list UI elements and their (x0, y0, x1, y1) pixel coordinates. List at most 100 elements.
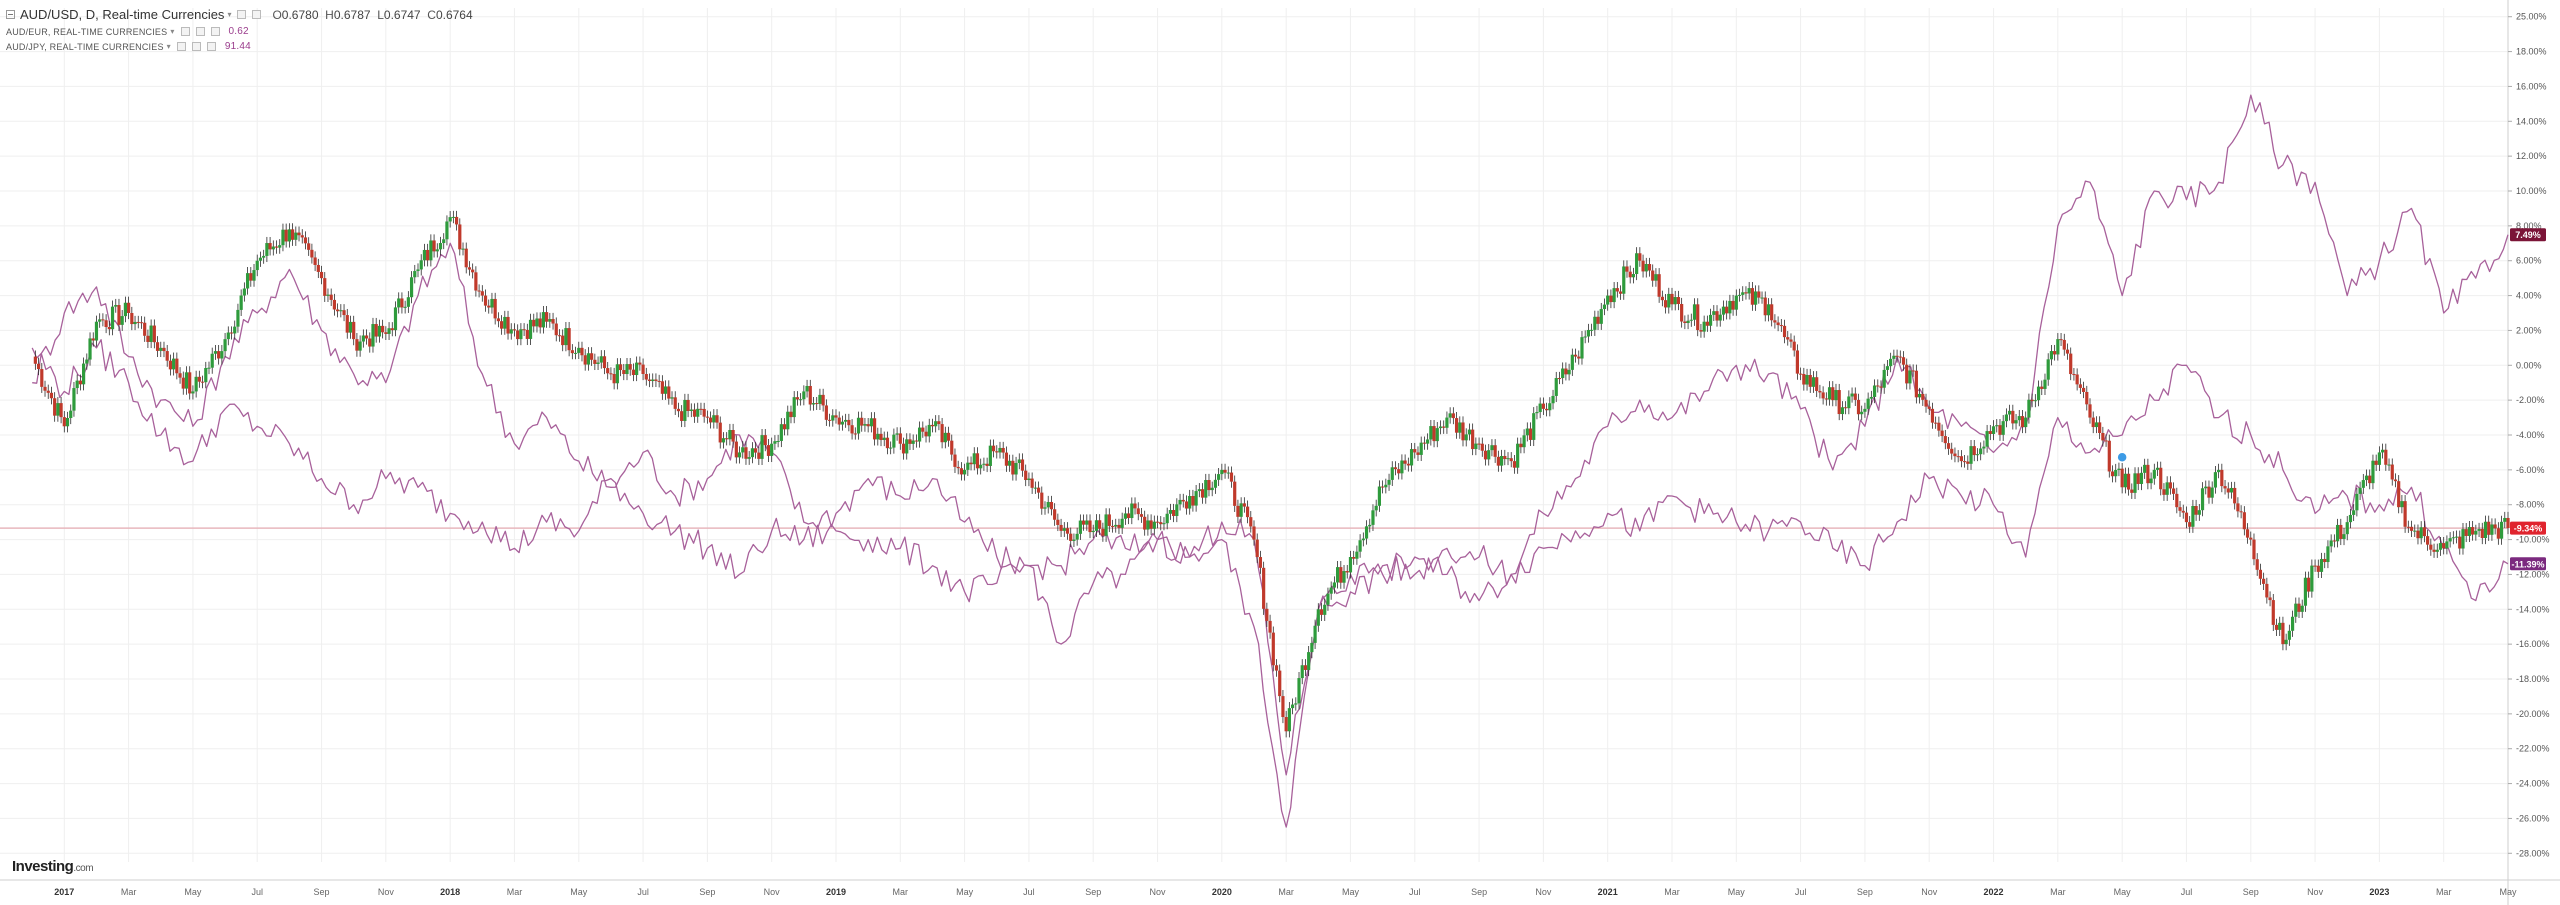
y-tick-label: -24.00% (2516, 779, 2550, 789)
candle-body (2474, 530, 2478, 535)
candle-body (291, 229, 295, 240)
candle-body (1242, 503, 1246, 507)
candle-body (474, 272, 478, 291)
x-tick-label: Nov (378, 887, 395, 897)
candle-body (217, 351, 221, 359)
candle-body (1747, 288, 1751, 294)
x-tick-label: 2018 (440, 887, 460, 897)
candle-body (1313, 625, 1317, 643)
symbol-title[interactable]: AUD/USD, D, Real-time Currencies (20, 7, 225, 22)
candle-body (1985, 431, 1989, 447)
series-line-aud-eur[interactable] (31, 339, 2509, 776)
settings-icon[interactable] (176, 42, 186, 51)
candle-body (1625, 266, 1629, 272)
chevron-down-icon[interactable]: ▾ (227, 10, 232, 19)
candle-body (1358, 540, 1362, 552)
hide-icon[interactable] (252, 10, 262, 19)
settings-icon[interactable] (237, 10, 247, 19)
chevron-down-icon[interactable]: ▾ (170, 27, 175, 36)
x-tick-label: May (570, 887, 588, 897)
candle-body (638, 362, 642, 365)
candle-body (258, 257, 263, 261)
candle-body (606, 368, 610, 374)
candle-body (795, 397, 800, 400)
candle-body (265, 243, 269, 256)
x-tick-label: Nov (764, 887, 781, 897)
candle-body (387, 328, 391, 334)
candle-body (2464, 529, 2468, 536)
price-badge (2510, 228, 2546, 242)
candle-body (506, 316, 510, 334)
candle-body (117, 305, 121, 325)
candle-body (692, 409, 697, 417)
candle-body (2133, 473, 2137, 493)
candle-body (1972, 446, 1976, 456)
candle-body (1409, 449, 1414, 466)
candle-body (1143, 516, 1147, 530)
candle-body (959, 468, 963, 475)
x-tick-label: 2019 (826, 887, 846, 897)
candle-body (1602, 304, 1607, 310)
candle-body (197, 376, 201, 382)
event-marker-icon[interactable] (2116, 451, 2128, 464)
candle-body (1519, 443, 1523, 448)
overlay-label-aud-eur[interactable]: AUD/EUR, REAL-TIME CURRENCIES (6, 26, 168, 37)
candle-body (895, 433, 899, 435)
candle-body (2184, 512, 2189, 523)
candle-body (1033, 487, 1037, 489)
y-tick-label: 14.00% (2516, 116, 2547, 126)
overlay-label-aud-jpy[interactable]: AUD/JPY, REAL-TIME CURRENCIES (6, 41, 164, 52)
candle-body (628, 364, 632, 370)
candle-body (641, 364, 645, 374)
y-tick-label: 18.00% (2516, 47, 2547, 57)
candle-body (110, 306, 115, 330)
candle-body (1586, 329, 1590, 337)
investing-logo[interactable]: Investing.com (12, 858, 94, 875)
candle-body (1307, 652, 1311, 670)
candle-body (181, 377, 185, 389)
candle-body (1040, 492, 1044, 509)
settings-icon[interactable] (180, 27, 190, 36)
candle-body (1081, 520, 1086, 525)
candle-body (2168, 482, 2172, 489)
candle-body (2300, 605, 2304, 612)
x-tick-label: Nov (1921, 887, 1938, 897)
hide-icon[interactable] (191, 42, 201, 51)
series-line-aud-jpy[interactable] (32, 94, 2509, 828)
candle-body (1882, 369, 1886, 388)
candle-body (1374, 505, 1378, 511)
remove-icon[interactable] (210, 27, 220, 36)
hide-icon[interactable] (195, 27, 205, 36)
candle-body (88, 338, 92, 360)
candle-body (1660, 296, 1664, 301)
candle-body (1110, 525, 1115, 527)
candle-body (1384, 484, 1388, 488)
candle-body (2085, 391, 2089, 405)
candle-body (1889, 358, 1893, 367)
candle-body (1557, 378, 1562, 380)
candle-body (406, 297, 410, 307)
chevron-down-icon[interactable]: ▾ (166, 42, 171, 51)
candle-body (1963, 461, 1967, 463)
candle-body (1136, 508, 1140, 515)
candle-body (1930, 408, 1935, 423)
candle-body (1458, 422, 1462, 433)
candle-body (721, 438, 726, 443)
candle-body (570, 350, 574, 354)
candle-body (1213, 479, 1218, 488)
candle-body (2503, 517, 2507, 522)
x-tick-label: Jul (1023, 887, 1035, 897)
brand-name: Investing (12, 858, 74, 875)
x-tick-label: Mar (2050, 887, 2066, 897)
candle-body (336, 309, 340, 312)
candle-body (1448, 413, 1452, 418)
remove-icon[interactable] (206, 42, 216, 51)
candle-body (172, 358, 176, 370)
candle-body (712, 415, 716, 423)
candle-body (956, 466, 960, 469)
collapse-icon[interactable] (6, 10, 15, 19)
candle-body (770, 443, 774, 456)
x-tick-label: May (1728, 887, 1746, 897)
candle-body (1271, 632, 1275, 666)
